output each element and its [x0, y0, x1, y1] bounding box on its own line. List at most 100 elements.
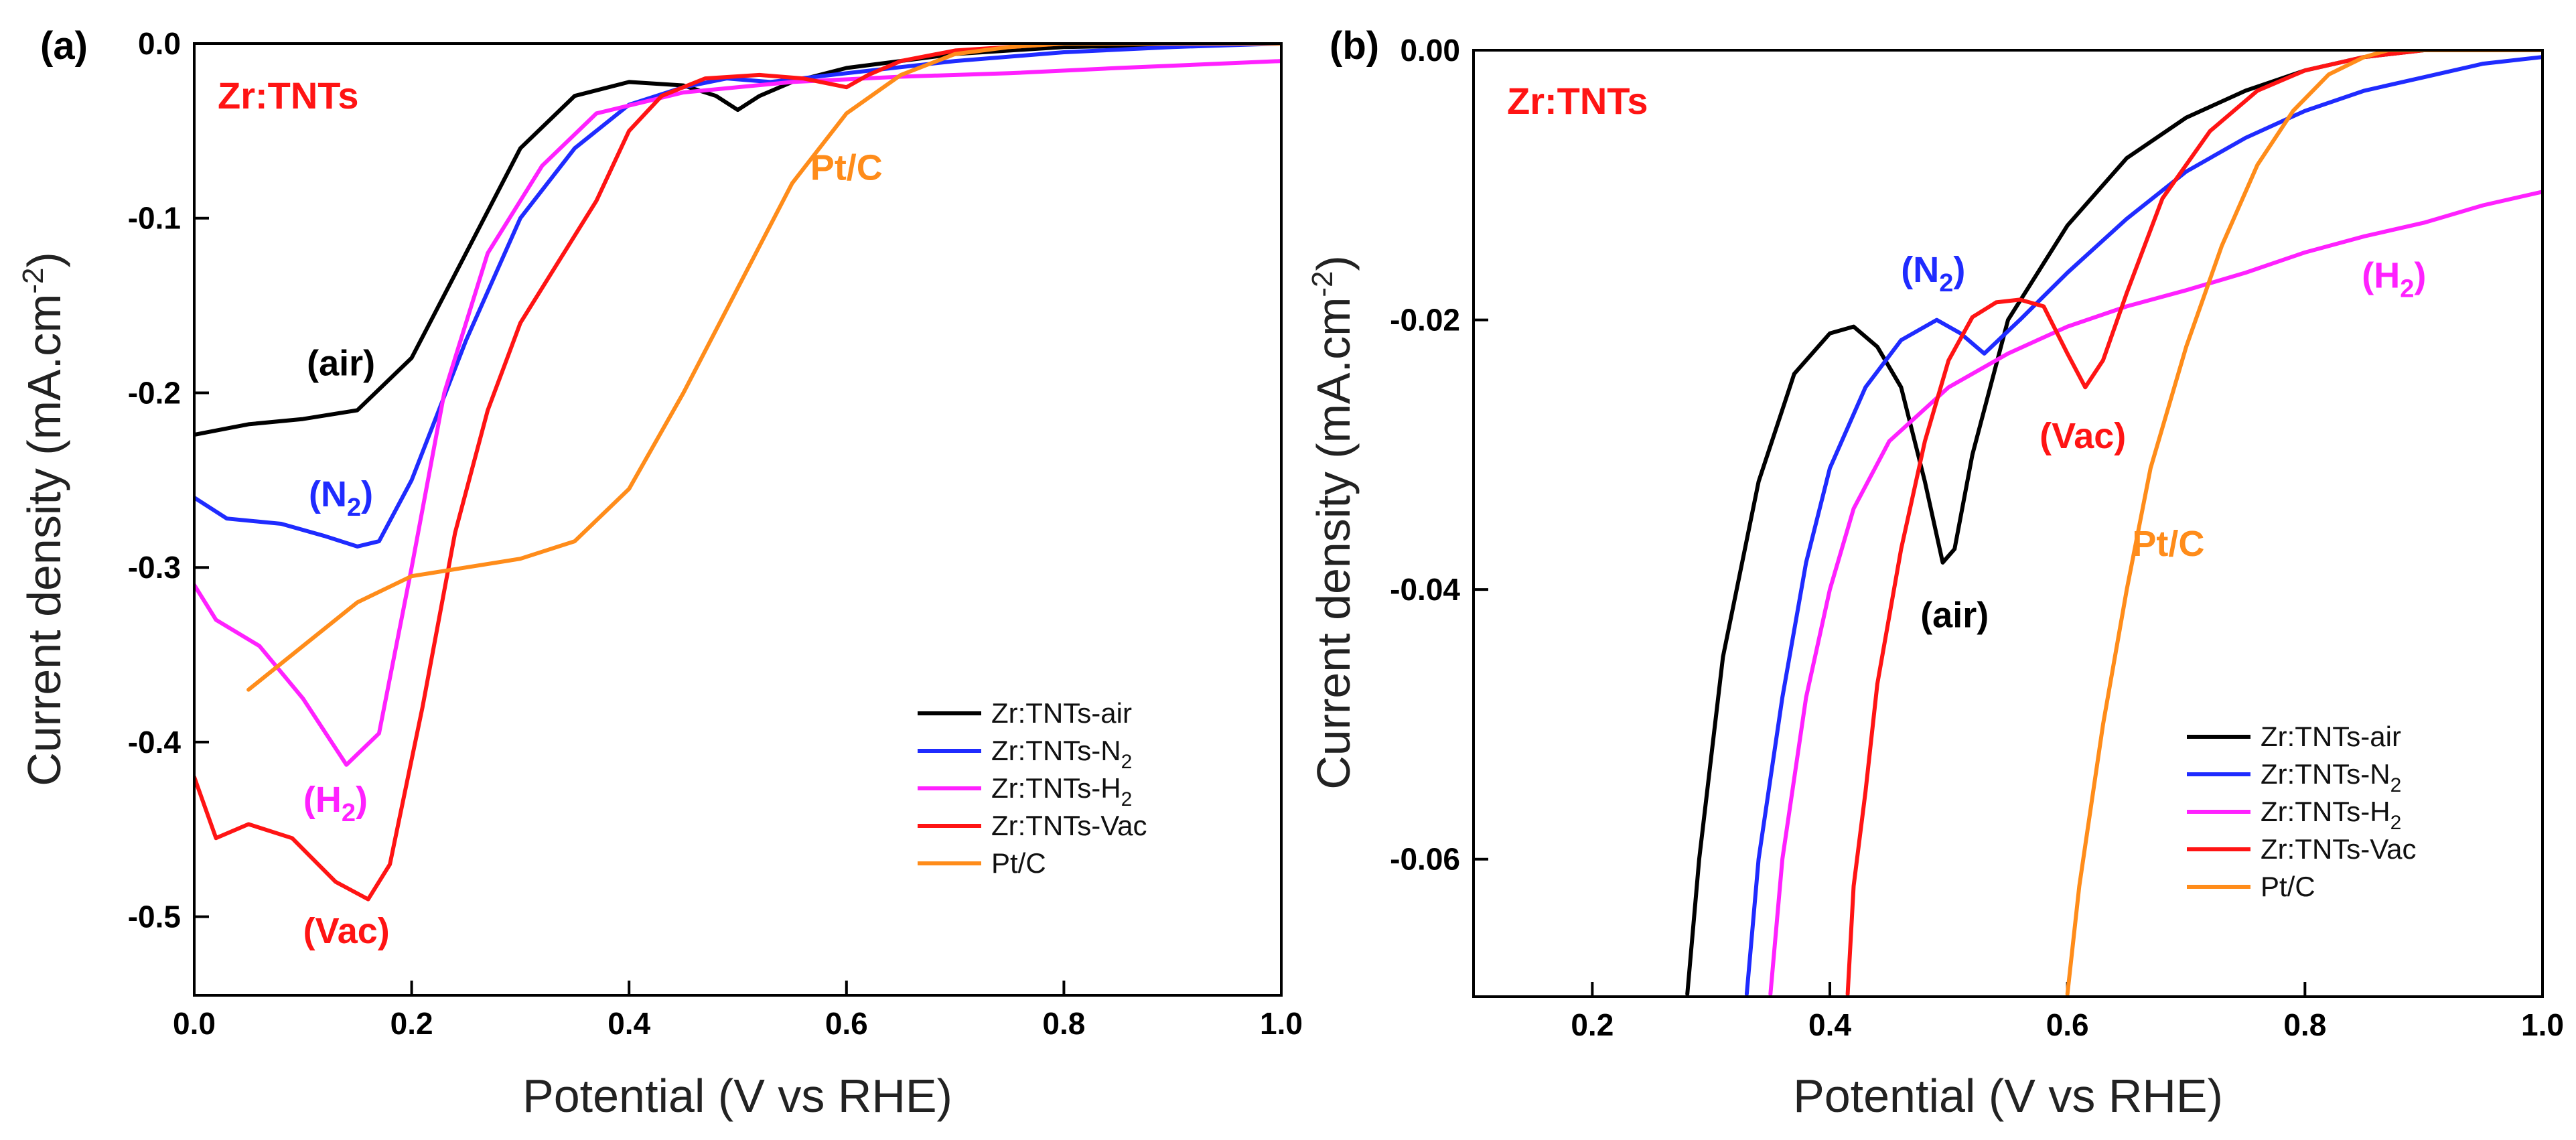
panel-a-y-axis-title-main: Current density (mA.cm [18, 294, 70, 786]
panel-b-legend: Zr:TNTs-airZr:TNTs-N2Zr:TNTs-H2Zr:TNTs-V… [2187, 721, 2417, 902]
panel-a-y-tick-label: 0.0 [138, 26, 181, 61]
panel-a-annotation-text: (N [309, 474, 347, 514]
panel-b-y-axis-title-main: Current density (mA.cm [1307, 297, 1360, 790]
panel-a-legend-label: Zr:TNTs-Vac [991, 810, 1147, 841]
panel-b-x-tick-label: 0.2 [1571, 1007, 1614, 1042]
panel-b-x-tick-label: 0.8 [2283, 1007, 2326, 1042]
panel-b-ticks: 0.2 0.4 0.6 0.8 1.0 0.00 -0.02 -0.04 -0.06 [1390, 33, 2564, 1042]
panel-b-legend-label: Zr:TNTs-N2 [2261, 758, 2401, 796]
panel-b-legend-label-main: Zr:TNTs-Vac [2261, 833, 2417, 865]
panel-a-annotation: Pt/C [810, 147, 883, 188]
panel-b-annotations: (N2) (H2)(Vac)(air)Pt/C [1901, 250, 2426, 635]
panel-b-annotation-text: (air) [1920, 595, 1989, 635]
panel-a-series-line-zr-tnts-vac [194, 44, 1281, 902]
panel-a-x-tick-label: 0.4 [607, 1006, 650, 1041]
panel-b-y-axis-title: Current density (mA.cm-2) [1306, 255, 1360, 790]
panel-a-annotation-sub: 2 [347, 494, 361, 522]
panel-b-series-line-zr-tnts-air [1685, 50, 2543, 996]
panel-b-annotation-sub: 2 [2400, 275, 2414, 303]
panel-b-legend-label: Zr:TNTs-H2 [2261, 796, 2401, 834]
panel-b-legend-label-main: Zr:TNTs-N [2261, 758, 2390, 790]
panel-a-legend-label: Zr:TNTs-H2 [991, 772, 1132, 810]
panel-a-legend-label: Pt/C [991, 847, 1046, 879]
panel-b-y-axis-title-sup: -2 [1306, 271, 1339, 297]
panel-a-label: (a) [40, 24, 88, 68]
panel-b-annotation: (air) [1920, 595, 1989, 635]
panel-a-legend-label-main: Zr:TNTs-N [991, 735, 1121, 766]
panel-b-x-tick-label: 1.0 [2521, 1007, 2564, 1042]
panel-b-annotation-tail: ) [1953, 250, 1965, 290]
panel-b-annotation: Pt/C [2132, 524, 2204, 564]
panel-a-legend-item: Zr:TNTs-air [918, 697, 1132, 729]
panel-b-x-tick-label: 0.4 [1808, 1007, 1851, 1042]
panel-b-annotation-tail: ) [2414, 255, 2426, 295]
panel-a-x-tick-label: 0.8 [1042, 1006, 1085, 1041]
panel-a-series [194, 44, 1281, 902]
panel-a-legend-label-main: Zr:TNTs-Vac [991, 810, 1147, 841]
panel-b-legend-label-main: Zr:TNTs-air [2261, 721, 2401, 752]
panel-b-annotation-sub: 2 [1939, 269, 1953, 297]
panel-a-x-tick-label: 0.0 [173, 1006, 216, 1041]
panel-a-x-axis-title: Potential (V vs RHE) [522, 1070, 952, 1122]
panel-b-annotation-text: Pt/C [2132, 524, 2204, 564]
panel-b-sample-title: Zr:TNTs [1507, 80, 1648, 122]
panel-a-y-axis-title: Current density (mA.cm-2) [17, 252, 70, 786]
panel-a-y-axis-title-end: ) [18, 252, 70, 267]
panel-b: (b) Zr:TNTs 0.2 0.4 0.6 0.8 1.0 0.00 -0.02 -0.0… [1306, 24, 2564, 1122]
panel-a-legend-item: Pt/C [918, 847, 1046, 879]
panel-b-y-axis-title-end: ) [1307, 255, 1360, 271]
panel-b-y-tick-label: 0.00 [1400, 33, 1460, 68]
panel-b-annotation-text: (H [2362, 255, 2400, 295]
panel-a: (a) Zr:TNTs 0.0 0.2 0.4 0.6 0.8 1.0 0.0 -0.1 -0.… [17, 24, 1303, 1122]
panel-a-annotation-text: Pt/C [810, 147, 883, 188]
panel-a-x-tick-label: 0.2 [390, 1006, 433, 1041]
panel-a-annotation: (air) [307, 343, 375, 383]
panel-b-annotation-text: (N [1901, 250, 1939, 290]
panel-a-y-tick-label: -0.4 [128, 725, 182, 760]
panel-b-legend-item: Zr:TNTs-N2 [2187, 758, 2401, 796]
panel-b-series-line-zr-tnts-n2 [1744, 55, 2543, 996]
panel-a-annotation-tail: ) [356, 780, 368, 820]
panel-a-series-line-zr-tnts-n2 [194, 44, 1281, 549]
panel-b-legend-item: Zr:TNTs-Vac [2187, 833, 2417, 865]
panel-a-series-line-pt-c [246, 44, 1281, 692]
panel-a-ticks: 0.0 0.2 0.4 0.6 0.8 1.0 0.0 -0.1 -0.2 -0.3 -0.4 -0.… [128, 26, 1303, 1041]
panel-b-legend-label-main: Zr:TNTs-H [2261, 796, 2390, 827]
panel-a-y-axis-title-sup: -2 [17, 268, 50, 294]
panel-b-legend-label-sub: 2 [2390, 812, 2402, 834]
panel-b-y-tick-label: -0.04 [1390, 572, 1460, 607]
panel-a-legend-item: Zr:TNTs-N2 [918, 735, 1132, 773]
panel-a-legend-label-main: Zr:TNTs-H [991, 772, 1121, 804]
panel-b-annotation: (N2) [1901, 250, 1965, 297]
panel-a-annotation-text: (H [303, 780, 342, 820]
panel-b-legend-item: Pt/C [2187, 871, 2315, 902]
panel-a-legend-label-sub: 2 [1121, 788, 1133, 810]
panel-b-annotation: (H2) [2362, 255, 2426, 303]
panel-a-annotation-text: (air) [307, 343, 375, 383]
panel-b-legend-label: Pt/C [2261, 871, 2315, 902]
panel-a-y-tick-label: -0.5 [128, 900, 181, 934]
panel-a-y-tick-label: -0.1 [128, 201, 181, 236]
panel-a-legend-label: Zr:TNTs-air [991, 697, 1132, 729]
panel-b-series [1685, 50, 2543, 996]
panel-b-legend-item: Zr:TNTs-H2 [2187, 796, 2401, 834]
panel-a-legend-item: Zr:TNTs-Vac [918, 810, 1147, 841]
panel-b-legend-label: Zr:TNTs-Vac [2261, 833, 2417, 865]
panel-b-series-line-zr-tnts-h2 [1768, 190, 2543, 996]
panel-a-annotation: (Vac) [303, 911, 390, 951]
panel-b-y-tick-label: -0.02 [1390, 303, 1460, 338]
panel-b-plot-frame [1472, 49, 2544, 998]
panel-a-annotations: (air) (N2)(H2) (Vac) Pt/C [303, 147, 883, 950]
panel-a-legend: Zr:TNTs-airZr:TNTs-N2Zr:TNTs-H2Zr:TNTs-V… [918, 697, 1147, 879]
panel-b-x-tick-label: 0.6 [2046, 1007, 2089, 1042]
panel-b-legend-label-sub: 2 [2390, 774, 2402, 796]
panel-a-annotation-text: (Vac) [303, 911, 390, 951]
panel-a-sample-title: Zr:TNTs [218, 74, 359, 117]
panel-a-x-tick-label: 1.0 [1260, 1006, 1303, 1041]
panel-a-series-line-zr-tnts-h2 [194, 59, 1281, 767]
panel-a-legend-label-sub: 2 [1121, 751, 1133, 773]
panel-a-legend-label-main: Zr:TNTs-air [991, 697, 1132, 729]
panel-b-x-axis-title: Potential (V vs RHE) [1793, 1070, 2223, 1122]
panel-a-annotation: (H2) [303, 780, 368, 827]
